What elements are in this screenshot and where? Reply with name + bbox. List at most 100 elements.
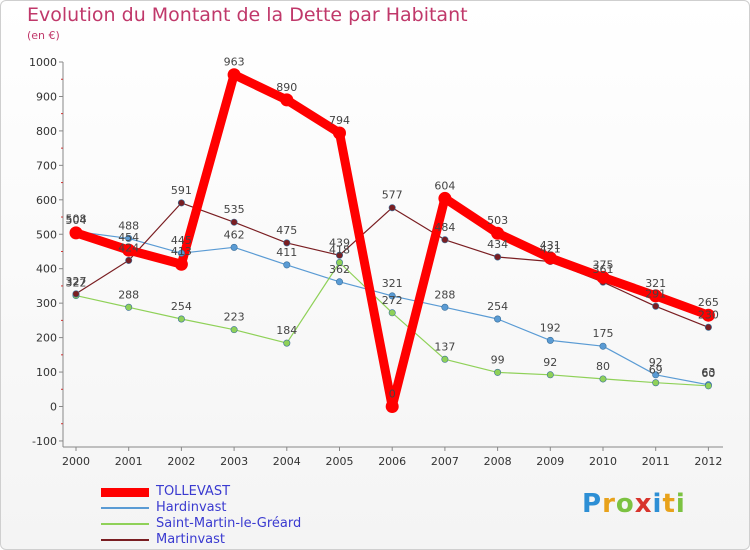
y-tick-label: 0 — [50, 401, 57, 414]
data-label: 577 — [382, 189, 403, 202]
data-label: 462 — [224, 228, 245, 241]
y-tick-label: 400 — [36, 263, 57, 276]
x-tick-label: 2007 — [431, 455, 459, 468]
data-point — [72, 290, 80, 298]
x-tick-label: 2005 — [326, 455, 354, 468]
data-label: 184 — [276, 324, 297, 337]
data-label: 92 — [649, 356, 663, 369]
data-label: 503 — [487, 214, 508, 227]
data-point — [494, 253, 502, 261]
data-label: 80 — [596, 360, 610, 373]
data-point — [122, 243, 136, 257]
data-point — [177, 315, 185, 323]
data-label: 439 — [329, 236, 350, 249]
data-point — [177, 199, 185, 207]
data-point — [335, 278, 343, 286]
data-point — [704, 323, 712, 331]
data-point — [388, 309, 396, 317]
data-label: 475 — [276, 224, 297, 237]
data-label: 413 — [171, 245, 192, 258]
data-label: 361 — [593, 263, 614, 276]
data-point — [333, 126, 346, 140]
data-label: 254 — [171, 300, 192, 313]
data-point — [438, 191, 452, 205]
y-tick-label: 900 — [36, 90, 57, 103]
data-label: 291 — [645, 287, 666, 300]
chart-title: Evolution du Montant de la Dette par Hab… — [27, 4, 468, 26]
data-label: 484 — [434, 221, 455, 234]
data-point — [230, 218, 238, 226]
y-tick-label: 1000 — [29, 56, 57, 69]
data-point — [543, 251, 557, 265]
data-label: 60 — [701, 367, 715, 380]
data-label: 431 — [540, 239, 561, 252]
y-tick-label: 200 — [36, 332, 57, 345]
data-label: 230 — [698, 308, 719, 321]
data-label: 375 — [593, 258, 614, 271]
legend-label: Hardinvast — [156, 500, 227, 515]
data-point — [652, 302, 660, 310]
y-tick-label: 600 — [36, 194, 57, 207]
data-point — [441, 236, 449, 244]
data-label: 421 — [540, 242, 561, 255]
data-label: 890 — [276, 81, 297, 94]
y-tick-label: 100 — [36, 366, 57, 379]
data-point — [385, 400, 399, 413]
y-tick-label: 500 — [36, 228, 57, 241]
data-label: 508 — [66, 212, 87, 225]
proxiti-logo: Proxiti — [582, 489, 686, 519]
y-tick-label: 300 — [36, 297, 57, 310]
x-tick-label: 2009 — [536, 455, 564, 468]
data-point — [283, 339, 291, 347]
data-point — [388, 204, 396, 212]
x-tick-label: 2012 — [694, 455, 722, 468]
data-point — [69, 226, 83, 240]
legend-swatch — [101, 539, 149, 541]
data-label: 254 — [487, 300, 508, 313]
x-tick-label: 2003 — [220, 455, 248, 468]
y-tick-label: 800 — [36, 125, 57, 138]
legend-label: Saint-Martin-le-Gréard — [156, 516, 302, 531]
data-point — [335, 258, 343, 266]
data-label: 794 — [329, 114, 350, 127]
data-point — [441, 355, 449, 363]
data-point — [494, 368, 502, 376]
data-point — [701, 308, 715, 322]
data-label: 272 — [382, 294, 403, 307]
data-point — [125, 256, 133, 264]
data-point — [125, 234, 133, 242]
legend-swatch — [101, 487, 149, 497]
x-tick-label: 2000 — [62, 455, 90, 468]
data-label: 488 — [118, 219, 139, 232]
data-point — [230, 243, 238, 251]
data-label: 0 — [389, 388, 396, 401]
data-point — [283, 261, 291, 269]
data-label: 321 — [382, 277, 403, 290]
legend-swatch — [101, 523, 149, 525]
data-point — [174, 257, 188, 271]
data-label: 504 — [66, 214, 87, 227]
value-labels: 504 454 413 963 890 794 0 604 503 431 375 321 265 508… — [66, 56, 719, 401]
data-label: 434 — [487, 238, 508, 251]
data-point — [441, 303, 449, 311]
x-tick-label: 2004 — [273, 455, 301, 468]
data-point — [599, 342, 607, 350]
x-tick-label: 2011 — [642, 455, 670, 468]
x-tick-label: 2001 — [115, 455, 143, 468]
series-points — [69, 68, 715, 413]
x-tick-label: 2010 — [589, 455, 617, 468]
data-point — [652, 379, 660, 387]
data-point — [596, 270, 610, 284]
data-point — [599, 375, 607, 383]
data-point — [388, 292, 396, 300]
data-label: 99 — [491, 353, 505, 366]
data-label: 418 — [329, 243, 350, 256]
data-label: 137 — [434, 340, 455, 353]
data-point — [335, 251, 343, 259]
data-label: 362 — [329, 263, 350, 276]
data-point — [649, 289, 663, 303]
data-point — [177, 249, 185, 257]
data-label: 265 — [698, 296, 719, 309]
